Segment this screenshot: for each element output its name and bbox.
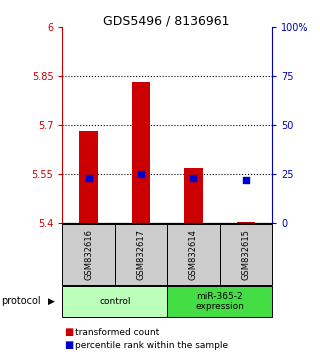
Text: ■: ■ <box>64 340 73 350</box>
Point <box>86 175 91 181</box>
Bar <box>236 222 255 223</box>
Text: GSM832617: GSM832617 <box>137 229 146 280</box>
Bar <box>62 286 167 317</box>
Text: control: control <box>99 297 131 306</box>
Text: ▶: ▶ <box>48 297 55 306</box>
Bar <box>167 286 272 317</box>
Text: GDS5496 / 8136961: GDS5496 / 8136961 <box>103 15 230 28</box>
Text: transformed count: transformed count <box>75 327 159 337</box>
Text: ■: ■ <box>64 327 73 337</box>
Text: percentile rank within the sample: percentile rank within the sample <box>75 341 228 350</box>
Text: GSM832616: GSM832616 <box>84 229 93 280</box>
Bar <box>132 81 150 223</box>
Bar <box>62 224 115 285</box>
Point <box>191 175 196 181</box>
Bar <box>79 131 98 223</box>
Text: miR-365-2
expression: miR-365-2 expression <box>195 292 244 311</box>
Text: GSM832615: GSM832615 <box>241 229 250 280</box>
Bar <box>184 168 203 223</box>
Text: GSM832614: GSM832614 <box>189 229 198 280</box>
Bar <box>220 224 272 285</box>
Text: protocol: protocol <box>2 296 41 306</box>
Bar <box>115 224 167 285</box>
Point <box>243 178 248 183</box>
Point <box>139 171 144 177</box>
Bar <box>167 224 220 285</box>
